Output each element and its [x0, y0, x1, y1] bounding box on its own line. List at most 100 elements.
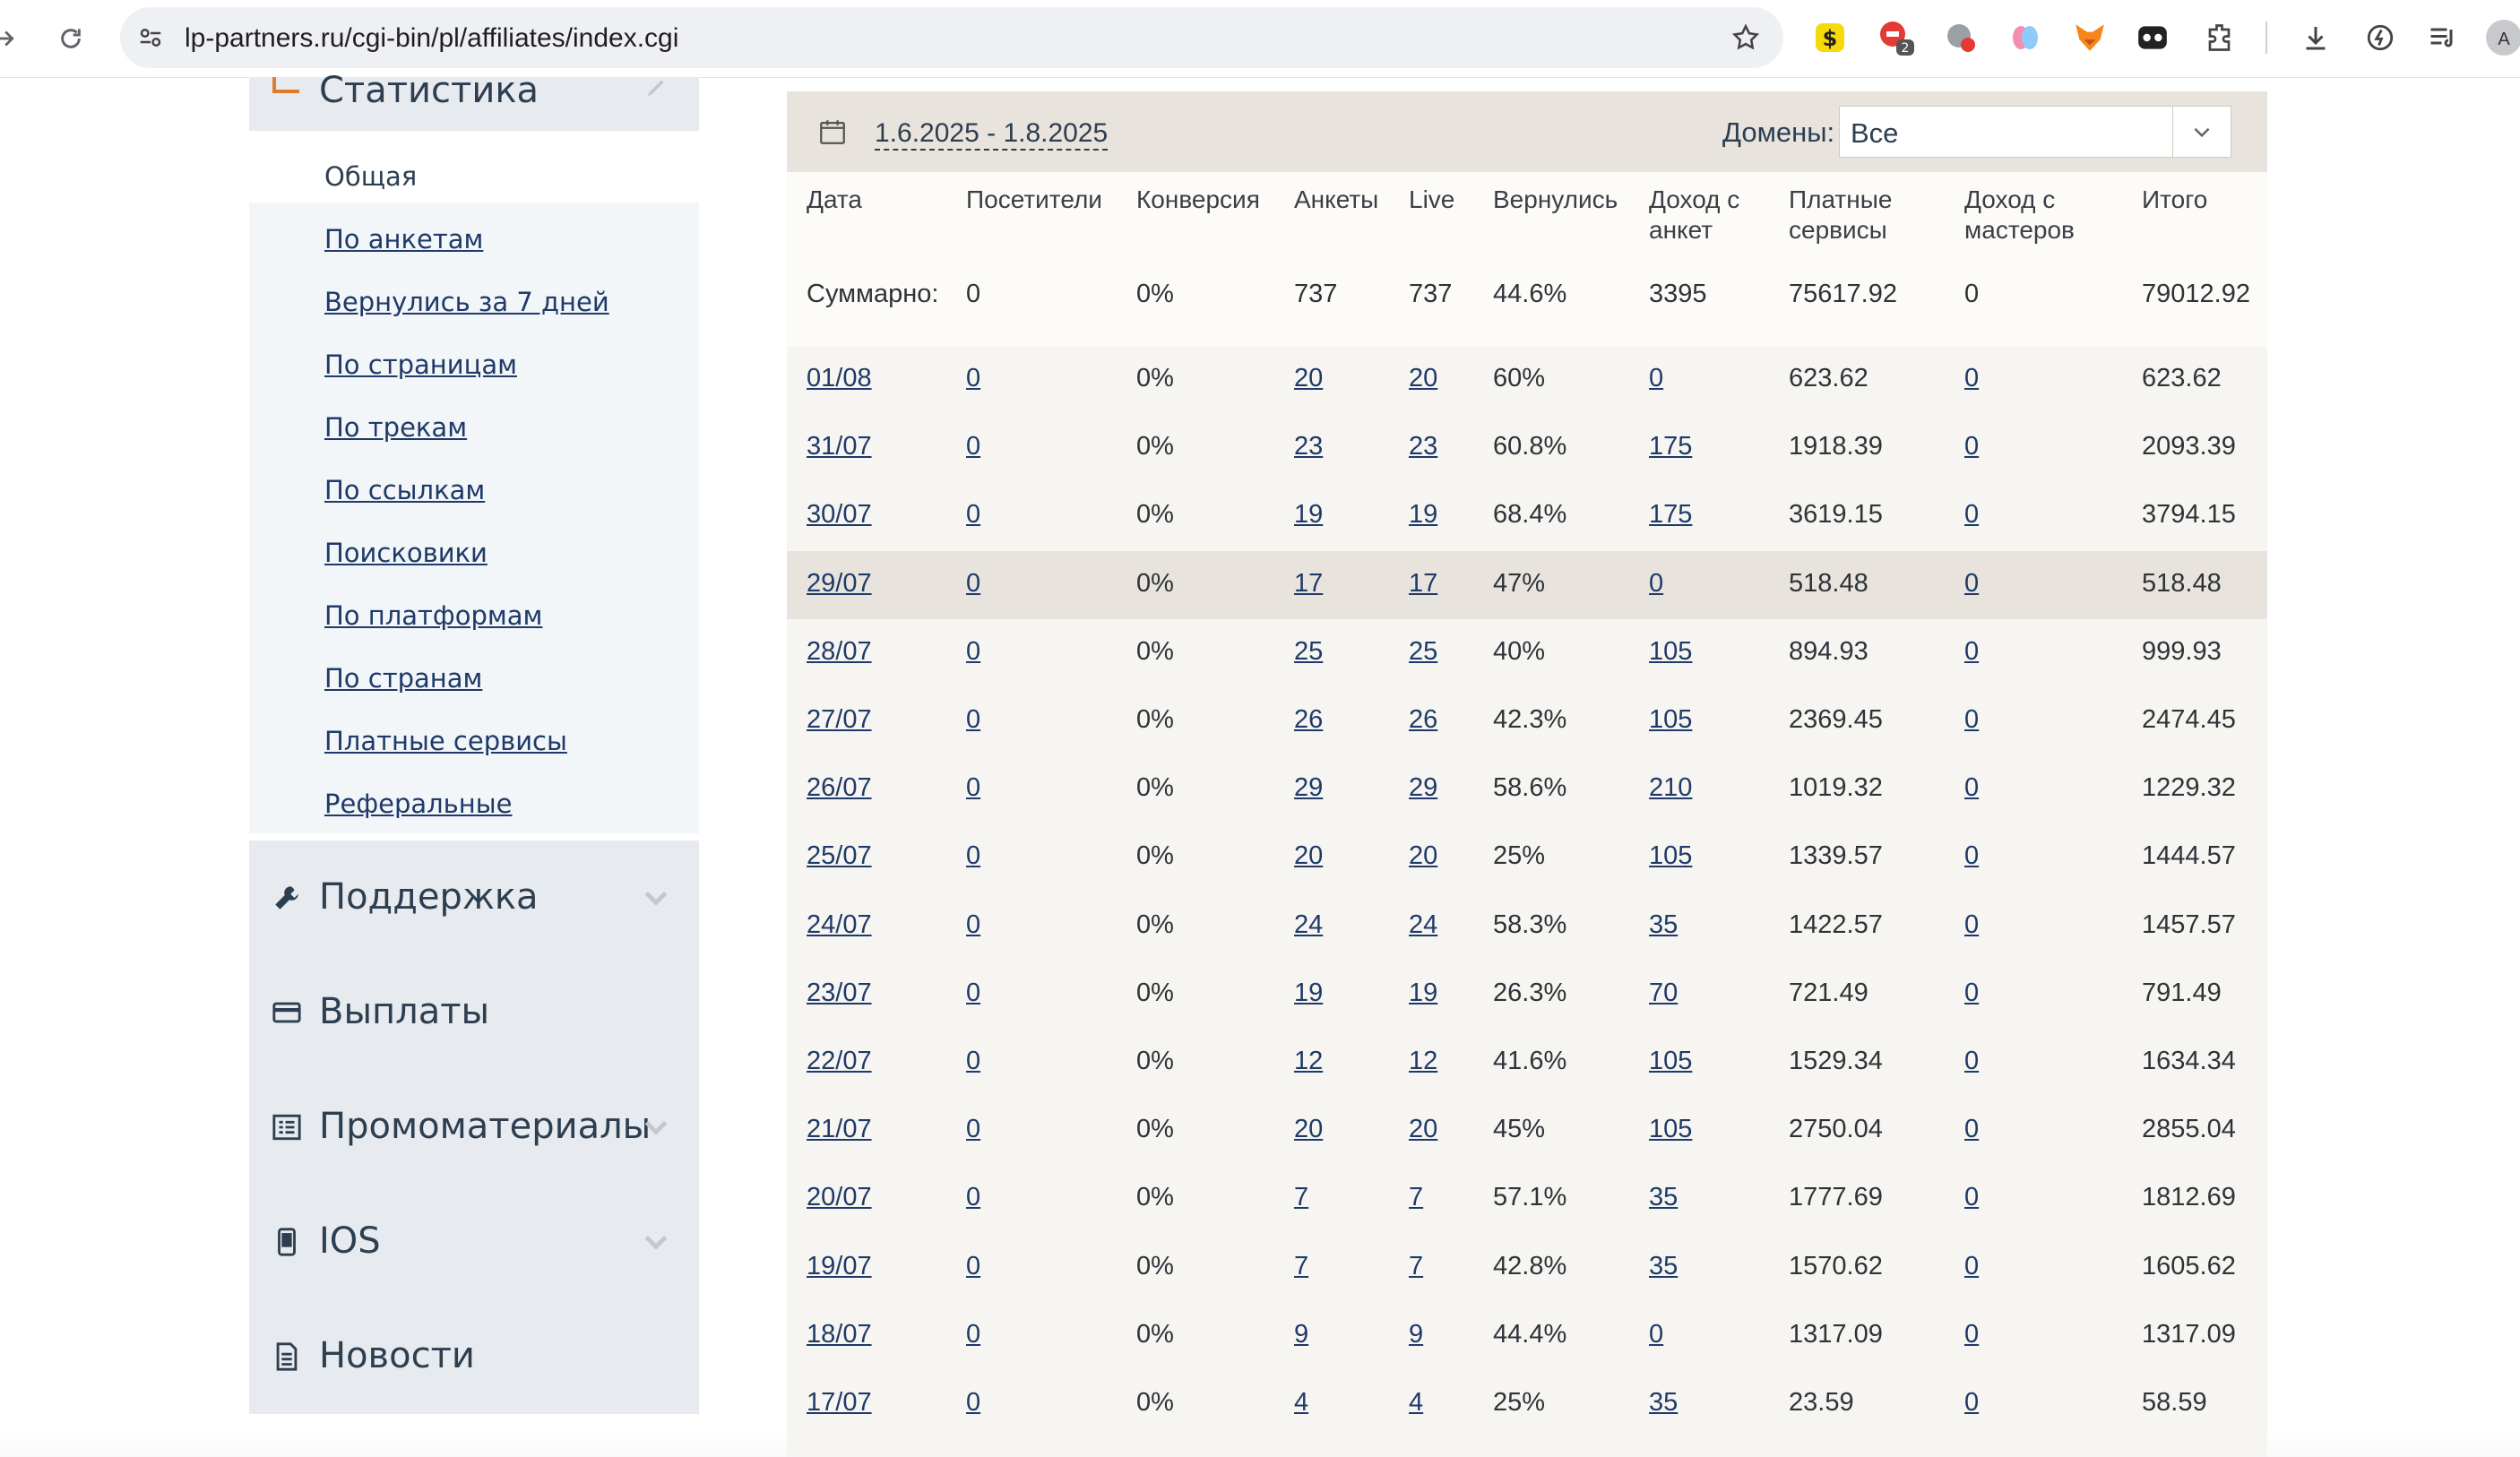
extension-game-icon[interactable] — [2133, 18, 2172, 57]
table-cell-link[interactable]: 19 — [1294, 978, 1324, 1007]
column-header[interactable]: Вернулись — [1493, 185, 1618, 215]
table-cell-link[interactable]: 0 — [966, 1047, 981, 1075]
column-header[interactable]: Анкеты — [1294, 185, 1378, 215]
date-link[interactable]: 30/07 — [807, 500, 872, 530]
table-cell-link[interactable]: 0 — [1649, 1319, 1664, 1349]
table-cell-link[interactable]: 17 — [1409, 568, 1438, 598]
table-cell-link[interactable]: 0 — [1964, 773, 1980, 803]
extension-globe-icon[interactable] — [1941, 18, 1981, 57]
table-cell-link[interactable]: 0 — [1964, 364, 1980, 392]
table-cell-link[interactable]: 29 — [1409, 773, 1438, 803]
sidebar-section-2[interactable]: Выплаты — [249, 955, 699, 1070]
sidebar-item-3[interactable]: Вернулись за 7 дней — [324, 287, 609, 317]
extension-stop-icon[interactable]: 2 — [1877, 18, 1916, 57]
sidebar-item-7[interactable]: Поисковики — [324, 538, 488, 568]
table-cell-link[interactable]: 7 — [1409, 1251, 1424, 1280]
table-cell-link[interactable]: 35 — [1649, 1251, 1679, 1280]
date-link[interactable]: 20/07 — [807, 1183, 872, 1212]
table-cell-link[interactable]: 35 — [1649, 1388, 1679, 1417]
date-link[interactable]: 22/07 — [807, 1047, 872, 1075]
sidebar-section-5[interactable]: Новости — [249, 1299, 699, 1414]
table-cell-link[interactable]: 7 — [1294, 1183, 1309, 1212]
table-cell-link[interactable]: 105 — [1649, 636, 1693, 666]
column-header[interactable]: Итого — [2142, 185, 2207, 215]
column-header[interactable]: Доход с мастеров — [1964, 185, 2075, 246]
table-cell-link[interactable]: 0 — [1964, 705, 1980, 734]
table-cell-link[interactable]: 20 — [1294, 1115, 1324, 1144]
table-cell-link[interactable]: 0 — [1964, 1115, 1980, 1144]
table-cell-link[interactable]: 0 — [1964, 1183, 1980, 1212]
url-text[interactable]: lp-partners.ru/cgi-bin/pl/affiliates/ind… — [185, 23, 679, 53]
extensions-puzzle-icon[interactable] — [2201, 18, 2240, 57]
sidebar-item-5[interactable]: По трекам — [324, 412, 468, 443]
table-cell-link[interactable]: 23 — [1409, 432, 1438, 461]
table-cell-link[interactable]: 20 — [1409, 1115, 1438, 1144]
download-icon[interactable] — [2296, 18, 2335, 57]
table-cell-link[interactable]: 4 — [1294, 1388, 1309, 1417]
table-cell-link[interactable]: 35 — [1649, 1183, 1679, 1212]
table-cell-link[interactable]: 0 — [966, 1319, 981, 1349]
column-header[interactable]: Доход с анкет — [1649, 185, 1739, 246]
date-link[interactable]: 27/07 — [807, 705, 872, 734]
sidebar-item-2[interactable]: По анкетам — [324, 224, 484, 254]
table-cell-link[interactable]: 0 — [1964, 910, 1980, 939]
reading-list-icon[interactable] — [2423, 18, 2463, 57]
table-cell-link[interactable]: 20 — [1409, 841, 1438, 871]
chevron-down-icon[interactable] — [642, 1231, 670, 1257]
date-link[interactable]: 26/07 — [807, 773, 872, 803]
table-cell-link[interactable]: 12 — [1294, 1047, 1324, 1075]
date-link[interactable]: 17/07 — [807, 1388, 872, 1417]
table-cell-link[interactable]: 12 — [1409, 1047, 1438, 1075]
table-cell-link[interactable]: 0 — [966, 568, 981, 598]
table-cell-link[interactable]: 24 — [1409, 910, 1438, 939]
date-link[interactable]: 31/07 — [807, 432, 872, 461]
chevron-down-icon[interactable] — [642, 1116, 670, 1142]
table-cell-link[interactable]: 0 — [1964, 1319, 1980, 1349]
column-header[interactable]: Дата — [807, 185, 862, 215]
table-cell-link[interactable]: 0 — [966, 1251, 981, 1280]
table-cell-link[interactable]: 0 — [966, 841, 981, 871]
table-cell-link[interactable]: 0 — [966, 910, 981, 939]
table-cell-link[interactable]: 0 — [966, 364, 981, 392]
date-link[interactable]: 19/07 — [807, 1251, 872, 1280]
date-link[interactable]: 24/07 — [807, 910, 872, 939]
table-cell-link[interactable]: 23 — [1294, 432, 1324, 461]
table-cell-link[interactable]: 0 — [1964, 568, 1980, 598]
sidebar-section-3[interactable]: Промоматериалы — [249, 1070, 699, 1185]
table-cell-link[interactable]: 19 — [1294, 500, 1324, 530]
column-header[interactable]: Платные сервисы — [1789, 185, 1892, 246]
calendar-icon[interactable] — [817, 116, 848, 151]
table-cell-link[interactable]: 20 — [1294, 364, 1324, 392]
table-cell-link[interactable]: 210 — [1649, 773, 1693, 803]
table-cell-link[interactable]: 7 — [1294, 1251, 1309, 1280]
table-cell-link[interactable]: 0 — [966, 1388, 981, 1417]
table-cell-link[interactable]: 4 — [1409, 1388, 1424, 1417]
date-link[interactable]: 25/07 — [807, 841, 872, 871]
table-cell-link[interactable]: 0 — [1649, 568, 1664, 598]
table-cell-link[interactable]: 19 — [1409, 978, 1438, 1007]
sidebar-item-10[interactable]: Платные сервисы — [324, 726, 567, 756]
column-header[interactable]: Конверсия — [1136, 185, 1260, 215]
table-cell-link[interactable]: 26 — [1409, 705, 1438, 734]
table-cell-link[interactable]: 0 — [966, 773, 981, 803]
table-cell-link[interactable]: 0 — [966, 1115, 981, 1144]
table-cell-link[interactable]: 20 — [1409, 364, 1438, 392]
table-cell-link[interactable]: 0 — [1964, 1251, 1980, 1280]
column-header[interactable]: Live — [1409, 185, 1454, 215]
table-cell-link[interactable]: 0 — [966, 500, 981, 530]
extension-dollar-icon[interactable]: $ — [1810, 18, 1850, 57]
table-cell-link[interactable]: 0 — [1964, 1047, 1980, 1075]
sidebar-item-6[interactable]: По ссылкам — [324, 475, 486, 505]
date-range-picker[interactable]: 1.6.2025 - 1.8.2025 — [875, 118, 1109, 151]
extension-fox-icon[interactable] — [2070, 18, 2110, 57]
table-cell-link[interactable]: 105 — [1649, 1047, 1693, 1075]
table-cell-link[interactable]: 19 — [1409, 500, 1438, 530]
table-cell-link[interactable]: 105 — [1649, 1115, 1693, 1144]
date-link[interactable]: 21/07 — [807, 1115, 872, 1144]
table-cell-link[interactable]: 0 — [966, 636, 981, 666]
table-cell-link[interactable]: 9 — [1294, 1319, 1309, 1349]
site-settings-icon[interactable] — [133, 20, 168, 56]
sidebar-section-statistics[interactable]: Статистика — [249, 70, 699, 131]
table-cell-link[interactable]: 25 — [1409, 636, 1438, 666]
table-cell-link[interactable]: 26 — [1294, 705, 1324, 734]
